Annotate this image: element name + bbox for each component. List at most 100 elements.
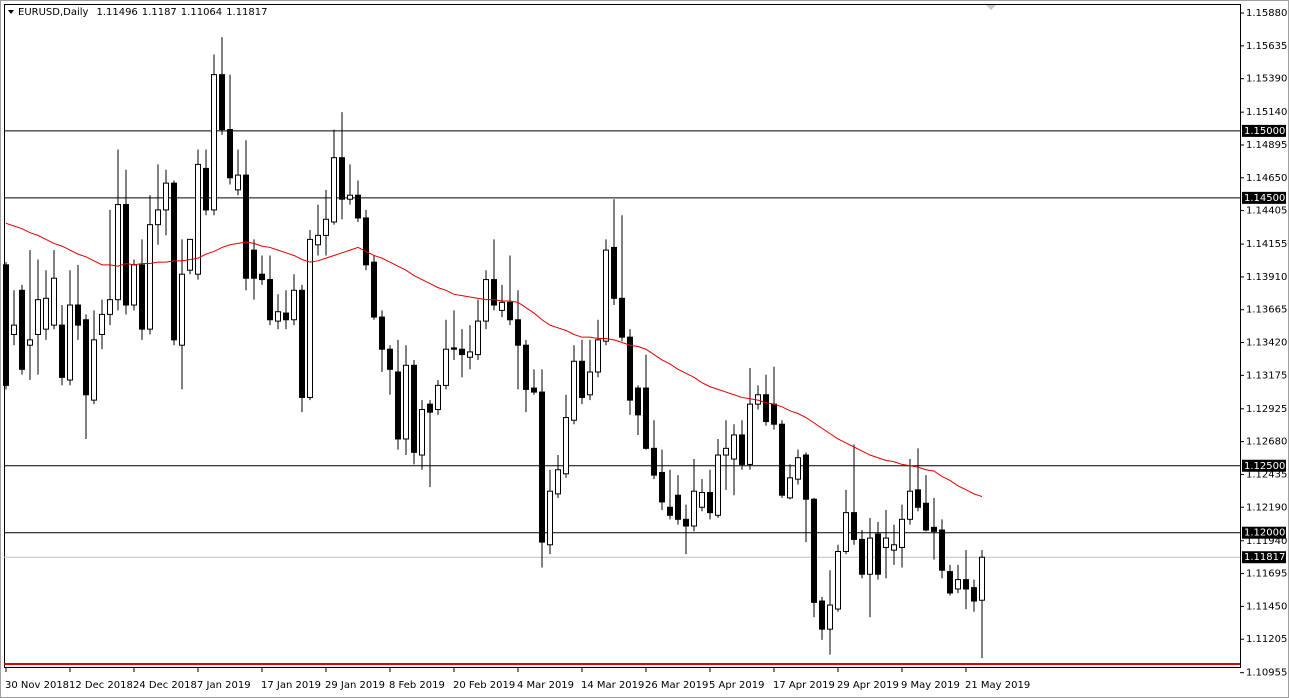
candle-body: [243, 174, 249, 279]
candle-body: [123, 204, 129, 306]
candle-body: [547, 490, 553, 546]
x-tick-label: 5 Apr 2019: [709, 680, 764, 691]
y-tick-label: 1.10955: [1246, 668, 1287, 679]
candle-body: [939, 529, 945, 571]
candle-body: [979, 556, 985, 601]
y-tick-label: 1.13420: [1246, 338, 1287, 349]
candle-body: [491, 279, 497, 306]
x-tick-label: 30 Nov 2018: [5, 680, 69, 691]
candle-body: [27, 339, 33, 346]
candle-body: [739, 434, 745, 465]
x-tick-label: 8 Feb 2019: [389, 680, 445, 691]
candle-body: [395, 371, 401, 440]
candle-body: [763, 394, 769, 423]
candle-body: [867, 537, 873, 575]
x-tick-label: 29 Apr 2019: [837, 680, 899, 691]
y-tick-label: 1.15390: [1246, 74, 1287, 85]
candle-body: [19, 289, 25, 370]
candle-body: [419, 408, 425, 456]
header-high: 1.1187: [142, 7, 177, 18]
candle-body: [691, 490, 697, 527]
candle-body: [459, 348, 465, 356]
candle-body: [683, 518, 689, 527]
candle-body: [563, 417, 569, 475]
candle-body: [723, 447, 729, 456]
candle-body: [75, 304, 81, 326]
candle-body: [675, 494, 681, 520]
candle-body: [331, 157, 337, 223]
level-label-box: [1242, 526, 1286, 539]
candle-body: [35, 299, 41, 335]
candle-body: [475, 320, 481, 356]
header: EURUSD,Daily 1.11496 1.1187 1.11064 1.11817: [18, 7, 268, 18]
x-tick-label: 26 Mar 2019: [645, 680, 708, 691]
candle-body: [59, 324, 65, 378]
candle-body: [275, 311, 281, 322]
candle-body: [699, 492, 705, 508]
candle-body: [811, 498, 817, 603]
x-tick-label: 7 Jan 2019: [197, 680, 251, 691]
level-label: 1.12000: [1244, 528, 1285, 539]
candle-body: [307, 238, 313, 398]
x-tick-label: 9 May 2019: [901, 680, 960, 691]
level-label-box: [1242, 459, 1286, 472]
candle-body: [403, 364, 409, 440]
x-tick-label: 20 Feb 2019: [453, 680, 515, 691]
candle-body: [163, 182, 169, 211]
scroll-marker: [986, 5, 996, 10]
price-label: 1.11817: [1244, 552, 1285, 563]
x-tick-label: 21 May 2019: [965, 680, 1030, 691]
candle-body: [363, 217, 369, 266]
candle-body: [875, 533, 881, 575]
candle-body: [259, 273, 265, 281]
candle-body: [187, 238, 193, 271]
candle-body: [891, 544, 897, 551]
y-tick-label: 1.12680: [1246, 437, 1287, 448]
y-tick-label: 1.11695: [1246, 569, 1287, 580]
y-tick-label: 1.14405: [1246, 206, 1287, 217]
y-tick-label: 1.12925: [1246, 404, 1287, 415]
candle-body: [347, 194, 353, 200]
candle-body: [667, 506, 673, 516]
candle-body: [915, 489, 921, 508]
candle-body: [483, 279, 489, 322]
candle-body: [115, 204, 121, 301]
candle-body: [883, 537, 889, 548]
y-tick-label: 1.11450: [1246, 601, 1287, 612]
candle-body: [787, 477, 793, 499]
candle-body: [355, 194, 361, 219]
candle-body: [251, 249, 257, 279]
candle-body: [107, 299, 113, 315]
candle-body: [627, 336, 633, 401]
y-tick-label: 1.15140: [1246, 107, 1287, 118]
candle-body: [211, 74, 217, 211]
candle-body: [947, 571, 953, 594]
candle-body: [99, 313, 105, 335]
candle-body: [203, 167, 209, 211]
candle-body: [827, 604, 833, 630]
candle-body: [139, 264, 145, 330]
candle-body: [315, 234, 321, 246]
level-label-box: [1242, 124, 1286, 137]
y-tick-label: 1.12190: [1246, 502, 1287, 513]
candle-body: [595, 339, 601, 373]
x-tick-label: 29 Jan 2019: [325, 680, 385, 691]
candle-body: [555, 469, 561, 495]
y-tick-label: 1.14650: [1246, 173, 1287, 184]
candle-body: [531, 387, 537, 393]
level-label: 1.14500: [1244, 193, 1285, 204]
candle-body: [147, 224, 153, 330]
candle-body: [963, 579, 969, 590]
candle-body: [427, 403, 433, 413]
x-tick-label: 17 Apr 2019: [773, 680, 835, 691]
candle-body: [379, 316, 385, 350]
candle-body: [899, 518, 905, 548]
candle-body: [923, 502, 929, 531]
candle-body: [227, 129, 233, 179]
candle-body: [435, 384, 441, 410]
y-tick-label: 1.15635: [1246, 41, 1287, 52]
candle-body: [299, 289, 305, 398]
candle-body: [731, 434, 737, 460]
header-open: 1.11496: [96, 7, 137, 18]
